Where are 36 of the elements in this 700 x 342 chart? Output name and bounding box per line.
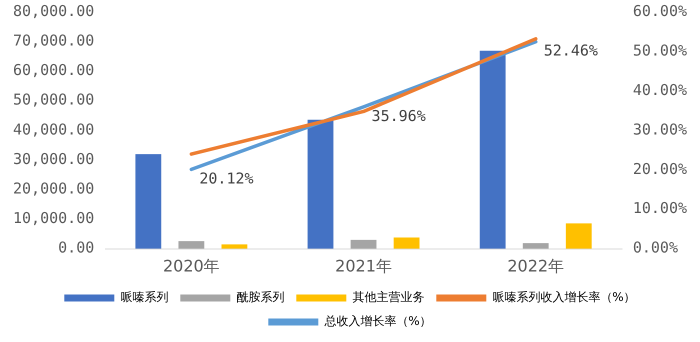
y2-tick-label: 0.00% xyxy=(632,238,678,257)
x-tick-label: 2021年 xyxy=(335,256,392,276)
data-label: 35.96% xyxy=(372,106,426,125)
data-label: 20.12% xyxy=(199,169,254,188)
y2-tick-label: 60.00% xyxy=(632,2,688,20)
y-tick-label: 20,000.00 xyxy=(12,179,94,198)
bar xyxy=(566,223,592,249)
legend-label: 哌嗪系列 xyxy=(120,290,168,304)
y-tick-label: 80,000.00 xyxy=(12,2,94,20)
y-tick-label: 40,000.00 xyxy=(12,120,94,138)
bar xyxy=(135,154,162,249)
y2-tick-label: 20.00% xyxy=(632,160,688,178)
y-tick-label: 10,000.00 xyxy=(12,209,94,228)
bar xyxy=(308,120,334,249)
y-tick-label: 70,000.00 xyxy=(12,31,94,50)
bar xyxy=(522,243,549,249)
y-tick-label: 0.00 xyxy=(58,238,94,257)
y-tick-label: 50,000.00 xyxy=(12,90,94,109)
legend-label: 酰胺系列 xyxy=(236,290,284,304)
legend-label: 哌嗪系列收入增长率（%） xyxy=(492,290,636,304)
y2-tick-label: 10.00% xyxy=(632,199,688,218)
x-tick-label: 2022年 xyxy=(507,256,564,276)
y2-tick-label: 50.00% xyxy=(632,41,688,60)
bar xyxy=(394,238,420,249)
bar xyxy=(350,240,376,249)
x-tick-label: 2020年 xyxy=(163,256,220,276)
bar xyxy=(222,244,248,249)
y2-tick-label: 40.00% xyxy=(632,80,688,99)
legend-label: 其他主营业务 xyxy=(352,290,424,304)
y2-tick-label: 30.00% xyxy=(632,120,688,138)
data-label: 52.46% xyxy=(544,42,598,60)
bar xyxy=(480,50,506,249)
bar xyxy=(178,241,204,249)
y-tick-label: 30,000.00 xyxy=(12,150,94,168)
y-tick-label: 60,000.00 xyxy=(12,61,94,80)
legend-label: 总收入增长率（%） xyxy=(323,314,432,328)
